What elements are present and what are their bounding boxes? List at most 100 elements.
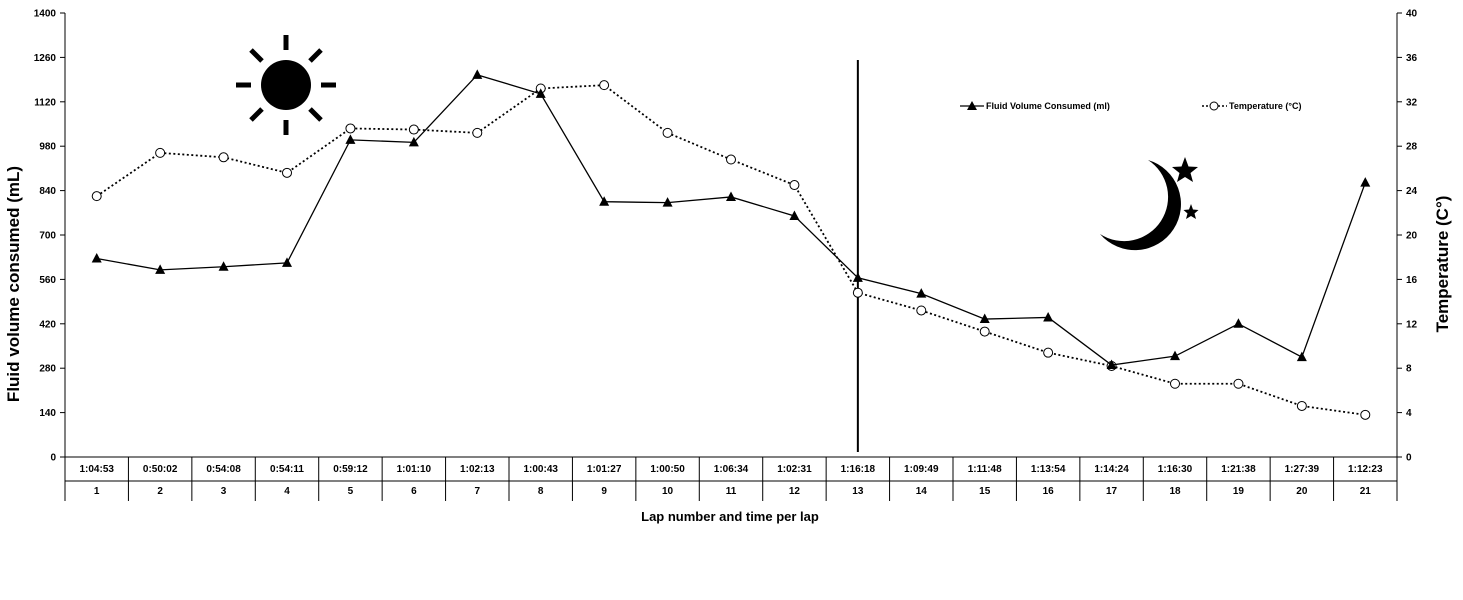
lap-time-label: 0:54:08 [206, 464, 241, 475]
fluid-point [979, 313, 990, 324]
y-tick-label: 1260 [34, 53, 57, 64]
temperature-point [1233, 378, 1244, 389]
lap-time-label: 1:04:53 [79, 464, 114, 475]
lap-time-label: 1:06:34 [714, 464, 749, 475]
lap-number-label: 15 [979, 486, 991, 497]
temperature-point [789, 180, 800, 191]
y2-axis-title: Temperature (C°) [1433, 196, 1452, 333]
fluid-point [662, 197, 673, 207]
fluid-point [1360, 177, 1371, 187]
lap-number-label: 13 [852, 486, 864, 497]
lap-number-label: 17 [1106, 486, 1118, 497]
y-tick-label: 280 [39, 364, 56, 375]
lap-time-label: 0:54:11 [270, 464, 304, 475]
lap-time-label: 1:09:49 [904, 464, 939, 475]
lap-number-label: 16 [1043, 486, 1055, 497]
lap-time-label: 1:14:24 [1094, 464, 1129, 475]
legend-label-fluid: Fluid Volume Consumed (ml) [986, 101, 1110, 111]
moon-stars-icon [1100, 157, 1199, 251]
lap-time-label: 0:59:12 [333, 464, 368, 475]
lap-time-label: 1:02:13 [460, 464, 495, 475]
lap-number-label: 12 [789, 486, 801, 497]
y2-tick-label: 20 [1406, 231, 1418, 242]
temperature-point [345, 123, 356, 134]
temperature-point [155, 147, 166, 158]
y2-tick-label: 8 [1406, 364, 1412, 375]
fluid-point [1233, 318, 1244, 328]
fluid-point [155, 264, 166, 274]
fluid-point [282, 257, 292, 267]
y-axis-title: Fluid volume consumed (mL) [4, 166, 23, 402]
temperature-point [218, 152, 229, 163]
fluid-point [472, 69, 483, 79]
temperature-point [408, 124, 419, 135]
temperature-point [1170, 378, 1180, 389]
fluid-point [916, 288, 927, 298]
y-tick-label: 1400 [34, 9, 57, 20]
fluid-point [599, 196, 610, 206]
lap-time-label: 1:16:30 [1158, 464, 1193, 475]
legend-item-temperature: Temperature (°C) [1202, 101, 1301, 111]
y-tick-label: 420 [39, 319, 56, 330]
fluid-point [789, 210, 800, 220]
y2-tick-label: 0 [1406, 453, 1412, 464]
temperature-point [282, 167, 292, 178]
y2-tick-label: 28 [1406, 142, 1418, 153]
fluid-point [1043, 311, 1054, 322]
lap-time-label: 1:00:50 [650, 464, 685, 475]
series-fluid-volume [91, 69, 1371, 370]
lap-number-label: 10 [662, 486, 674, 497]
lap-number-label: 19 [1233, 486, 1245, 497]
lap-number-label: 2 [157, 486, 163, 497]
lap-time-label: 1:13:54 [1031, 464, 1066, 475]
y-tick-label: 560 [39, 275, 56, 286]
lap-time-label: 1:11:48 [968, 464, 1002, 475]
fluid-point [218, 261, 229, 271]
y2-tick-label: 12 [1406, 319, 1418, 330]
lap-time-label: 1:27:39 [1285, 464, 1320, 475]
y-tick-label: 980 [39, 142, 56, 153]
lap-number-label: 5 [348, 486, 354, 497]
temperature-point [662, 127, 673, 138]
lap-time-label: 1:01:10 [397, 464, 432, 475]
y-tick-label: 700 [39, 231, 56, 242]
lap-number-label: 11 [726, 486, 737, 497]
lap-number-label: 6 [411, 486, 417, 497]
y2-tick-label: 16 [1406, 275, 1418, 286]
left-axis-ticks: 0 140 280 420 560 700 840 980 1120 1260 1400 [34, 9, 65, 464]
fluid-point [408, 136, 419, 147]
legend: Fluid Volume Consumed (ml) Temperature (… [960, 101, 1301, 111]
right-axis-ticks: 0 4 8 12 16 20 24 28 32 36 40 [1397, 9, 1418, 464]
lap-number-label: 20 [1296, 486, 1308, 497]
fluid-point [1170, 350, 1180, 361]
x-axis-title: Lap number and time per lap [641, 509, 819, 524]
fluid-point [535, 88, 546, 98]
lap-number-label: 8 [538, 486, 544, 497]
fluid-point [91, 252, 102, 263]
lap-number-label: 21 [1360, 486, 1372, 497]
y-tick-label: 0 [50, 453, 56, 464]
y2-tick-label: 32 [1406, 97, 1418, 108]
temperature-point [979, 326, 990, 337]
lap-time-label: 1:01:27 [587, 464, 622, 475]
y2-tick-label: 40 [1406, 9, 1418, 20]
lap-number-label: 3 [221, 486, 227, 497]
fluid-point [345, 134, 356, 144]
y-tick-label: 140 [39, 408, 56, 419]
temperature-point [599, 80, 610, 91]
legend-item-fluid: Fluid Volume Consumed (ml) [960, 101, 1110, 111]
legend-label-temperature: Temperature (°C) [1229, 101, 1301, 111]
fluid-point [726, 191, 736, 201]
lap-time-label: 1:21:38 [1221, 464, 1256, 475]
y2-tick-label: 24 [1406, 186, 1418, 197]
fluid-point [1296, 351, 1307, 362]
temperature-point [1360, 409, 1371, 420]
lap-time-label: 1:00:43 [523, 464, 558, 475]
fluid-point [1106, 359, 1117, 370]
y2-tick-label: 4 [1406, 408, 1412, 419]
lap-time-label: 1:02:31 [777, 464, 812, 475]
y-tick-label: 840 [39, 186, 56, 197]
lap-time-label: 1:16:18 [841, 464, 876, 475]
temperature-point [726, 154, 736, 165]
lap-number-label: 14 [916, 486, 928, 497]
